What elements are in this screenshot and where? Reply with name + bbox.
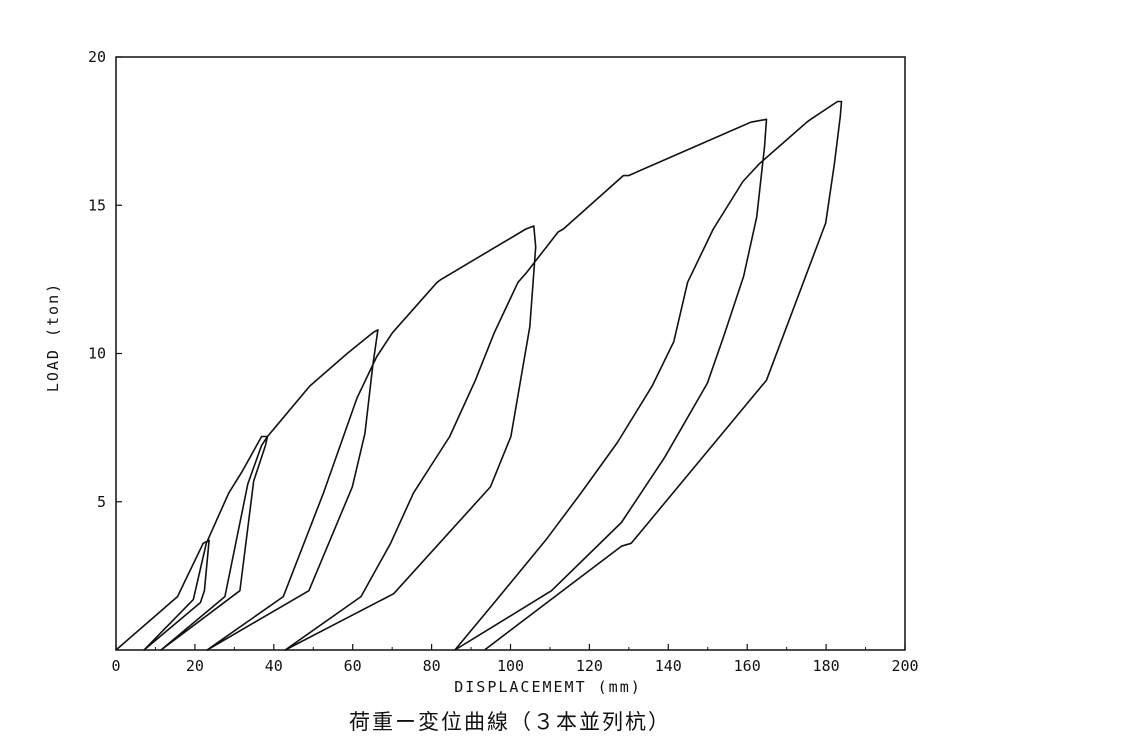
x-tick-label: 0 bbox=[111, 657, 120, 675]
x-axis-title: DISPLACEMEMT (mm) bbox=[454, 678, 642, 696]
y-tick-label: 5 bbox=[97, 493, 106, 511]
x-tick-label: 120 bbox=[576, 657, 603, 675]
x-tick-label: 100 bbox=[497, 657, 524, 675]
x-tick-label: 20 bbox=[186, 657, 204, 675]
axis-ticks: 0 20 40 60 80 100 120 140 160 180 200 5 10 15 20 bbox=[88, 48, 919, 675]
x-tick-label: 200 bbox=[891, 657, 918, 675]
load-displacement-curve bbox=[115, 100, 843, 651]
x-tick-label: 180 bbox=[813, 657, 840, 675]
y-tick-label: 15 bbox=[88, 196, 106, 214]
y-tick-label: 10 bbox=[88, 345, 106, 363]
y-axis-title: LOAD (ton) bbox=[44, 282, 62, 392]
x-tick-label: 40 bbox=[265, 657, 283, 675]
plot-frame bbox=[115, 56, 906, 651]
figure-caption: 荷重ー変位曲線（３本並列杭） bbox=[349, 710, 671, 734]
x-tick-label: 160 bbox=[734, 657, 761, 675]
x-tick-label: 80 bbox=[423, 657, 441, 675]
x-tick-label: 140 bbox=[655, 657, 682, 675]
x-tick-label: 60 bbox=[344, 657, 362, 675]
y-tick-label: 20 bbox=[88, 48, 106, 66]
